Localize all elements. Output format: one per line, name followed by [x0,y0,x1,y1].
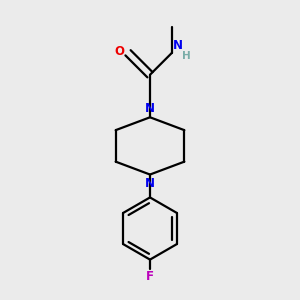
Text: H: H [182,51,190,61]
Text: N: N [173,39,183,52]
Text: F: F [146,270,154,283]
Text: N: N [145,102,155,115]
Text: N: N [145,177,155,190]
Text: O: O [115,46,125,59]
